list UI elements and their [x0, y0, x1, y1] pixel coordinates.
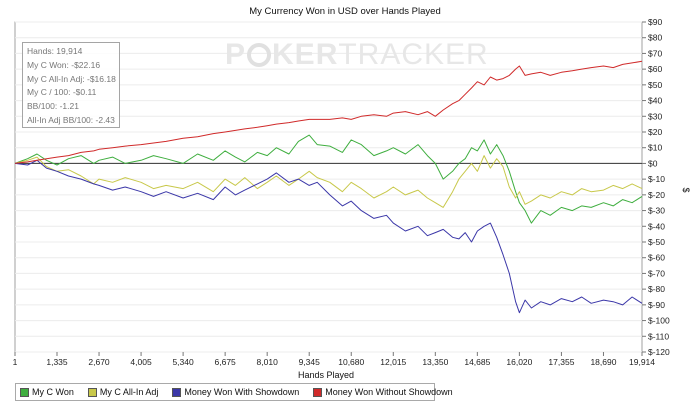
x-tick-label: 1 — [13, 357, 18, 367]
legend-swatch-2 — [172, 387, 182, 397]
legend-item[interactable]: Money Won With Showdown — [172, 387, 299, 397]
legend-item[interactable]: My C Won — [20, 387, 74, 397]
y-tick-label: $50 — [648, 80, 662, 90]
series-line-1 — [14, 155, 643, 208]
x-axis-label: Hands Played — [298, 370, 354, 380]
x-tick-label: 8,010 — [257, 357, 279, 367]
y-tick-label: $-40 — [648, 221, 665, 231]
x-tick-label: 19,914 — [629, 357, 655, 367]
y-tick-label: $0 — [648, 158, 658, 168]
y-tick-label: $-10 — [648, 174, 665, 184]
stat-hands: Hands: 19,914 — [27, 46, 83, 56]
y-tick-label: $30 — [648, 111, 662, 121]
x-tick-label: 12,015 — [380, 357, 406, 367]
stat-bb-100: BB/100: -1.21 — [27, 101, 79, 112]
legend-swatch-3 — [313, 387, 323, 397]
series-line-0 — [14, 134, 643, 224]
y-tick-label: $10 — [648, 143, 662, 153]
y-tick-label: $-90 — [648, 300, 665, 310]
y-tick-label: $20 — [648, 127, 662, 137]
x-tick-label: 4,005 — [130, 357, 152, 367]
y-tick-label: $90 — [648, 17, 662, 27]
y-tick-label: $70 — [648, 48, 662, 58]
stat-per-100: My C / 100: -$0.11 — [27, 87, 97, 98]
stats-box: Hands: 19,914 My C Won: -$22.16 My C All… — [22, 42, 120, 128]
x-tick-label: 9,345 — [299, 357, 321, 367]
y-axis-label: $ — [681, 187, 691, 192]
x-tick-label: 18,690 — [590, 357, 616, 367]
legend-swatch-0 — [20, 387, 29, 397]
y-tick-label: $-70 — [648, 268, 665, 278]
y-tick-label: $-20 — [648, 190, 665, 200]
y-tick-label: $-100 — [648, 316, 670, 326]
y-tick-label: $-80 — [648, 284, 665, 294]
stat-won: My C Won: -$22.16 — [27, 59, 101, 70]
chart-title: My Currency Won in USD over Hands Played — [249, 6, 440, 17]
x-tick-label: 10,680 — [338, 357, 364, 367]
x-tick-label: 2,670 — [88, 357, 110, 367]
x-tick-label: 14,685 — [464, 357, 490, 367]
x-tick-label: 13,350 — [422, 357, 448, 367]
legend-item[interactable]: Money Won Without Showdown — [313, 387, 453, 397]
y-tick-label: $-60 — [648, 253, 665, 263]
y-tick-label: $-50 — [648, 237, 665, 247]
series-line-3 — [14, 60, 643, 164]
legend: My C Won My C All-In Adj Money Won With … — [15, 383, 453, 401]
x-tick-label: 1,335 — [46, 357, 68, 367]
y-tick-label: $80 — [648, 33, 662, 43]
legend-item[interactable]: My C All-In Adj — [87, 387, 158, 397]
x-tick-label: 17,355 — [548, 357, 574, 367]
stat-allin-adj: My C All-In Adj: -$16.18 — [27, 73, 116, 84]
x-axis-ticks: 1 1,335 2,670 4,005 5,340 6,675 8,010 9,345 10,6… — [13, 352, 655, 367]
y-axis-ticks: $90 $80 $70 $60 $50 $40 $30 $20 $10 $0 $-10 $-20 $-3… — [642, 17, 670, 357]
x-tick-label: 16,020 — [506, 357, 532, 367]
legend-swatch-1 — [87, 387, 97, 397]
series-line-2 — [14, 159, 643, 314]
y-tick-label: $60 — [648, 64, 662, 74]
pokertracker-watermark: P KERTRACKER — [225, 38, 489, 71]
x-tick-label: 6,675 — [215, 357, 237, 367]
y-tick-label: $40 — [648, 96, 662, 106]
y-tick-label: $-120 — [648, 347, 670, 357]
stat-allin-bb-100: All-In Adj BB/100: -2.43 — [27, 114, 115, 125]
y-tick-label: $-30 — [648, 206, 665, 216]
x-tick-label: 5,340 — [172, 357, 194, 367]
chip-icon — [247, 43, 272, 67]
series-group — [14, 60, 643, 314]
y-tick-label: $-110 — [648, 331, 669, 341]
